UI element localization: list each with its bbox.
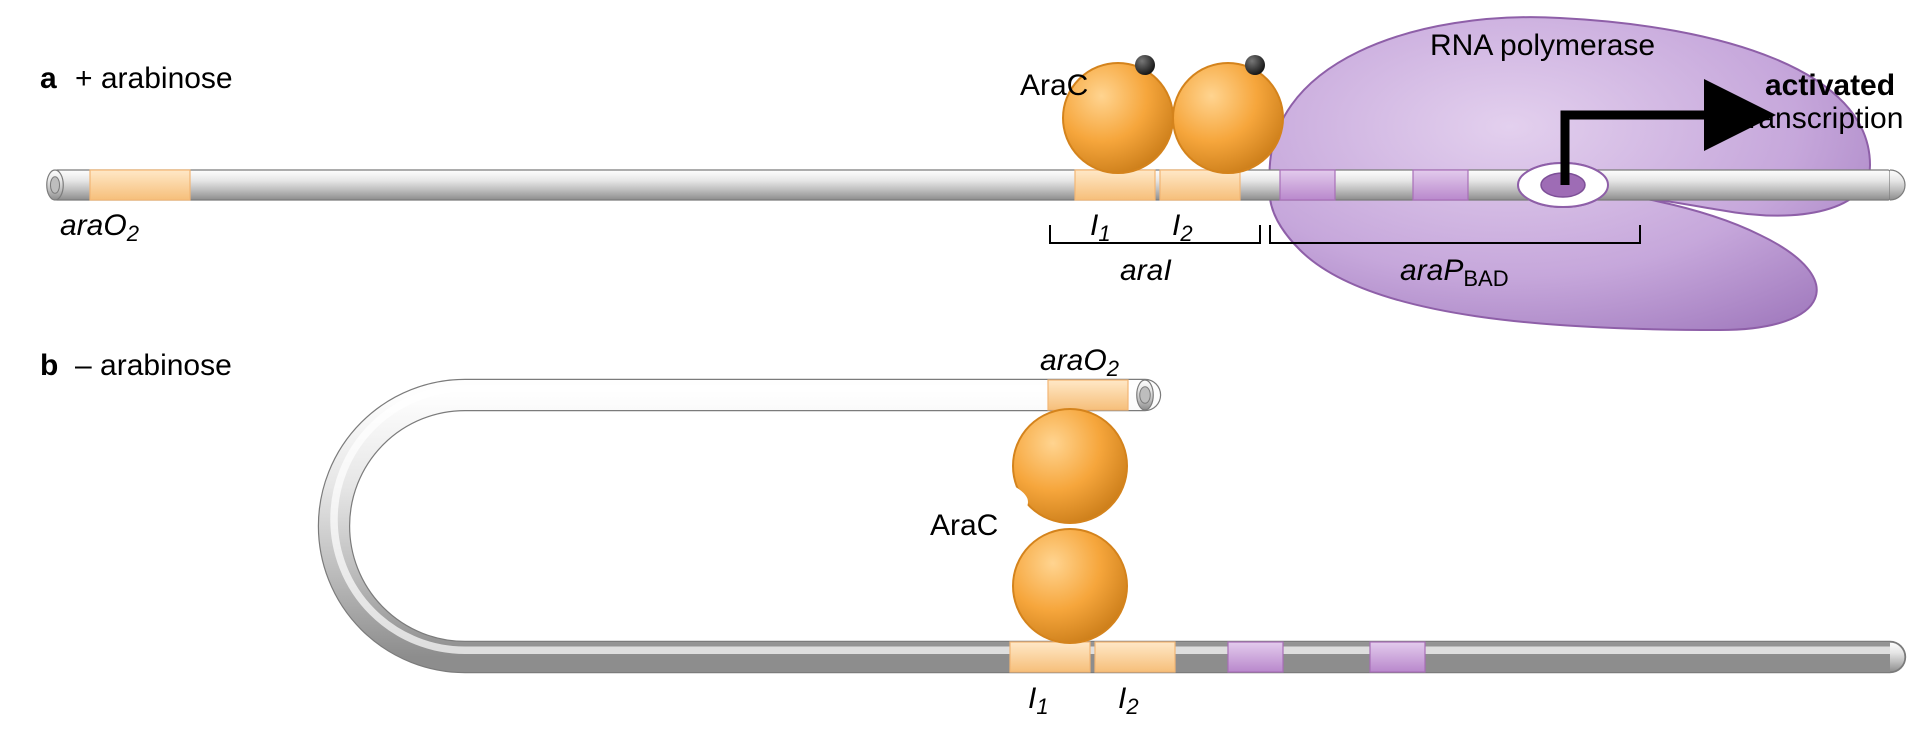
panel-a: a + arabinose araO2 AraC RNA polymerase acti… <box>40 17 1905 330</box>
svg-text:– arabinose: – arabinose <box>75 349 232 382</box>
arac-protein <box>1013 409 1127 523</box>
svg-text:araO2: araO2 <box>1040 344 1119 381</box>
svg-text:I2: I2 <box>1172 209 1193 246</box>
arac-protein <box>1173 63 1283 173</box>
svg-text:AraC: AraC <box>930 509 998 542</box>
svg-text:activated: activated <box>1765 69 1895 102</box>
svg-text:b: b <box>40 349 58 382</box>
svg-text:RNA polymerase: RNA polymerase <box>1430 29 1655 62</box>
svg-text:a: a <box>40 62 57 95</box>
svg-text:transcription: transcription <box>1740 102 1903 135</box>
svg-text:I1: I1 <box>1090 209 1111 246</box>
svg-text:araO2: araO2 <box>60 209 139 246</box>
svg-text:+ arabinose: + arabinose <box>75 62 233 95</box>
svg-text:AraC: AraC <box>1020 69 1088 102</box>
arabinose-ligand <box>1245 55 1265 75</box>
svg-text:araI: araI <box>1120 254 1172 287</box>
arabinose-ligand <box>1135 55 1155 75</box>
svg-text:I1: I1 <box>1028 682 1049 719</box>
svg-text:I2: I2 <box>1118 682 1139 719</box>
panel-b: b – arabinose araO2 AraC I1 I2 <box>40 344 1905 719</box>
arac-protein <box>1013 529 1127 643</box>
